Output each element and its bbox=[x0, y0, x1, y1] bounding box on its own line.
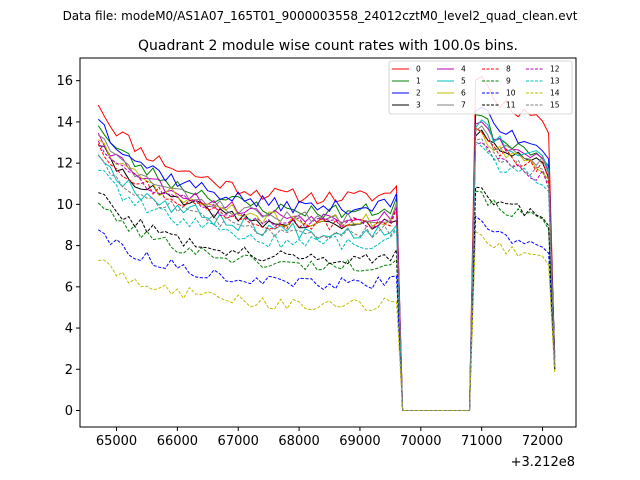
y-tick-label: 10 bbox=[56, 198, 73, 213]
x-tick-label: 67000 bbox=[218, 434, 259, 449]
y-tick-label: 8 bbox=[65, 239, 73, 254]
chart-title: Quadrant 2 module wise count rates with … bbox=[138, 38, 518, 54]
series-line-5 bbox=[97, 119, 556, 411]
plot-frame bbox=[79, 57, 577, 428]
x-tick-label: 68000 bbox=[278, 434, 319, 449]
legend-label-15: 15 bbox=[550, 101, 560, 110]
legend-label-3: 3 bbox=[416, 101, 421, 110]
legend-label-1: 1 bbox=[416, 77, 421, 86]
series-line-1 bbox=[97, 114, 556, 411]
series-line-15 bbox=[97, 137, 556, 411]
series-line-14 bbox=[98, 230, 556, 411]
legend-label-7: 7 bbox=[461, 101, 466, 110]
series-line-7 bbox=[98, 125, 556, 411]
x-tick-label: 65000 bbox=[96, 434, 137, 449]
y-tick-label: 16 bbox=[56, 74, 73, 89]
y-axis: 0 2 4 6 8 10 12 14 16 bbox=[56, 74, 80, 419]
y-tick-label: 4 bbox=[65, 322, 73, 337]
legend-box bbox=[388, 60, 573, 115]
y-tick-label: 12 bbox=[56, 157, 73, 172]
legend-label-10: 10 bbox=[506, 89, 516, 98]
y-tick-label: 6 bbox=[65, 280, 73, 295]
x-tick-label: 72000 bbox=[522, 434, 563, 449]
x-axis: 65000 66000 67000 68000 69000 70000 71000 72000 bbox=[96, 427, 563, 449]
legend-label-9: 9 bbox=[506, 77, 511, 86]
figure-suptitle: Data file: modeM0/AS1A07_165T01_90000035… bbox=[63, 9, 578, 23]
legend-label-14: 14 bbox=[550, 89, 560, 98]
y-tick-label: 14 bbox=[56, 115, 73, 130]
legend-label-2: 2 bbox=[416, 89, 421, 98]
legend-label-5: 5 bbox=[461, 77, 466, 86]
y-tick-label: 2 bbox=[65, 363, 73, 378]
legend-label-13: 13 bbox=[550, 77, 560, 86]
series-line-6 bbox=[98, 127, 556, 411]
y-tick-label: 0 bbox=[65, 404, 73, 419]
legend-label-11: 11 bbox=[506, 101, 516, 110]
x-tick-label: 70000 bbox=[400, 434, 441, 449]
series-line-3 bbox=[98, 129, 556, 411]
x-offset-label: +3.212e8 bbox=[511, 455, 575, 470]
legend-label-8: 8 bbox=[506, 65, 511, 74]
series-line-8 bbox=[97, 127, 556, 411]
series-layer bbox=[97, 75, 556, 411]
series-line-13 bbox=[98, 140, 556, 411]
series-line-2 bbox=[97, 106, 556, 411]
series-line-10 bbox=[98, 215, 556, 411]
x-tick-label: 71000 bbox=[461, 434, 502, 449]
legend-label-0: 0 bbox=[416, 65, 421, 74]
series-line-11 bbox=[98, 186, 556, 411]
legend-label-12: 12 bbox=[550, 65, 560, 74]
legend-label-6: 6 bbox=[461, 89, 466, 98]
legend-label-4: 4 bbox=[461, 65, 466, 74]
x-tick-label: 69000 bbox=[339, 434, 380, 449]
x-tick-label: 66000 bbox=[157, 434, 198, 449]
